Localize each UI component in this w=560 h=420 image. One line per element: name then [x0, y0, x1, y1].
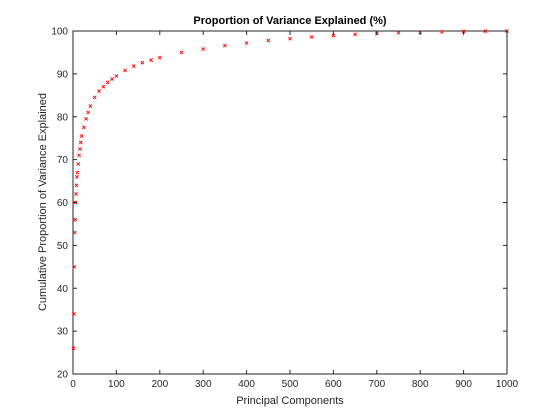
y-tick-label: 60 — [57, 198, 69, 209]
data-point-marker — [110, 77, 114, 81]
data-point-marker — [75, 170, 80, 175]
y-tick-label: 80 — [57, 112, 69, 123]
data-point-marker — [71, 346, 76, 351]
y-tick-label: 40 — [57, 284, 69, 295]
y-axis-label: Cumulative Proportion of Variance Explai… — [37, 93, 49, 311]
data-point-marker — [74, 174, 79, 179]
data-point-marker — [149, 58, 154, 63]
data-point-marker — [71, 312, 76, 316]
data-point-marker — [222, 43, 227, 48]
data-point-marker — [201, 47, 206, 51]
data-point-marker — [92, 95, 97, 100]
x-tick-label: 0 — [70, 379, 76, 390]
y-axis-ticks: 20 30 40 50 60 70 80 90 100 — [51, 27, 507, 381]
data-point-marker — [123, 68, 127, 73]
data-point-marker — [78, 140, 83, 145]
x-tick-label: 500 — [282, 379, 299, 390]
data-point-marker — [84, 116, 88, 121]
data-point-marker — [309, 35, 314, 39]
y-tick-label: 50 — [57, 241, 69, 252]
data-point-marker — [131, 64, 136, 69]
y-tick-label: 70 — [57, 155, 69, 166]
data-point-marker — [353, 32, 358, 37]
data-point-marker — [105, 80, 110, 85]
data-point-marker — [101, 84, 106, 89]
y-tick-label: 90 — [57, 69, 69, 80]
data-point-marker — [396, 30, 401, 35]
x-tick-label: 700 — [368, 379, 385, 390]
x-tick-label: 600 — [325, 379, 342, 390]
data-point-marker — [244, 41, 249, 45]
data-point-marker — [88, 104, 93, 108]
x-tick-label: 100 — [108, 379, 125, 390]
data-point-marker — [483, 29, 488, 34]
x-tick-label: 300 — [195, 379, 212, 390]
plot-area — [72, 30, 508, 375]
data-point-marker — [76, 161, 81, 166]
data-point-marker — [74, 192, 78, 196]
data-point-marker — [72, 264, 77, 269]
x-axis-label: Principal Components — [236, 395, 344, 407]
data-point-marker — [179, 50, 184, 55]
chart-title: Proportion of Variance Explained (%) — [193, 15, 386, 27]
data-point-marker — [439, 29, 444, 34]
data-point-marker — [331, 33, 336, 38]
y-tick-label: 20 — [57, 370, 69, 381]
y-tick-label: 30 — [57, 327, 69, 338]
data-point-marker — [157, 55, 162, 60]
data-point-marker — [140, 60, 145, 65]
data-point-marker — [266, 38, 271, 43]
data-point-marker — [81, 125, 86, 130]
data-point-marker — [86, 110, 91, 115]
data-point-marker — [97, 89, 101, 93]
x-tick-label: 400 — [238, 379, 255, 390]
data-point-marker — [79, 134, 84, 138]
data-point-marker — [114, 74, 119, 78]
x-tick-label: 900 — [455, 379, 472, 390]
x-tick-label: 800 — [412, 379, 429, 390]
data-point-marker — [72, 230, 77, 235]
data-point-marker — [74, 183, 79, 188]
data-point-marker — [288, 36, 292, 41]
x-tick-label: 200 — [151, 379, 168, 390]
x-axis-ticks: 0 100 200 300 400 500 600 700 800 900 1000 — [70, 31, 519, 390]
data-point-marker — [77, 153, 81, 158]
y-tick-label: 100 — [51, 27, 68, 38]
data-point-marker — [73, 217, 78, 222]
x-tick-label: 1000 — [496, 379, 519, 390]
data-point-marker — [78, 146, 82, 151]
